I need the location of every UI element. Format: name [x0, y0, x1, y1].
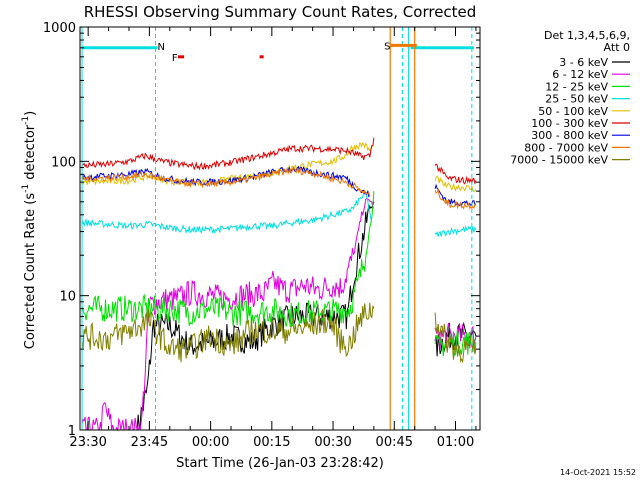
chart-title: RHESSI Observing Summary Count Rates, Co…	[84, 3, 477, 21]
x-tick-label: 00:00	[192, 435, 229, 450]
legend-label: 100 - 300 keV	[531, 117, 608, 130]
y-tick-label: 1	[68, 424, 76, 439]
x-tick-label: 01:00	[437, 435, 474, 450]
series-line-3-6kev	[136, 201, 477, 431]
series-line-25-50kev	[81, 189, 477, 237]
x-axis-label: Start Time (26-Jan-03 23:28:42)	[176, 456, 384, 471]
series-line-6-12kev	[81, 197, 477, 432]
legend-label: 7000 - 15000 keV	[510, 154, 608, 167]
orange-flag-label: S	[384, 41, 390, 52]
legend-label: 12 - 25 keV	[545, 80, 608, 93]
y-tick-label: 100	[51, 155, 76, 170]
legend-label: 6 - 12 keV	[552, 68, 608, 81]
legend-header-line-2: Att 0	[604, 41, 630, 54]
legend-label: 800 - 7000 keV	[524, 141, 608, 154]
y-axis-label: Corrected Count Rate (s-1 detector-1)	[21, 111, 38, 349]
legend-label: 25 - 50 keV	[545, 93, 608, 106]
x-tick-label: 00:30	[314, 435, 351, 450]
series-line-100-300kev	[82, 137, 477, 185]
plot-area: N S F	[81, 27, 477, 432]
y-tick-label: 10	[59, 290, 76, 305]
x-tick-label: 00:15	[253, 435, 290, 450]
series-line-7000-15000kev	[81, 302, 477, 364]
x-tick-label: 23:30	[69, 435, 106, 450]
x-tick-label: 23:45	[131, 435, 168, 450]
footer-timestamp: 14-Oct-2021 15:52	[560, 468, 636, 477]
legend-label: 300 - 800 keV	[531, 129, 608, 142]
legend-label: 3 - 6 keV	[559, 56, 608, 69]
cyan-flag-label: N	[158, 42, 165, 53]
flare-flag-label: F	[172, 53, 178, 64]
y-tick-label: 1000	[43, 21, 76, 36]
legend-label: 50 - 100 keV	[538, 105, 608, 118]
series-line-50-100kev	[81, 141, 477, 193]
axes: 1 10 100 1000 23:30 23:45 00:00 00:15 00:30 00:45…	[43, 21, 481, 450]
series-line-800-7000kev	[81, 166, 477, 210]
series-line-12-25kev	[81, 191, 477, 357]
plot-frame	[79, 26, 481, 431]
x-tick-label: 00:45	[376, 435, 413, 450]
legend-header-line-1: Det 1,3,4,5,6,9,	[544, 29, 630, 42]
